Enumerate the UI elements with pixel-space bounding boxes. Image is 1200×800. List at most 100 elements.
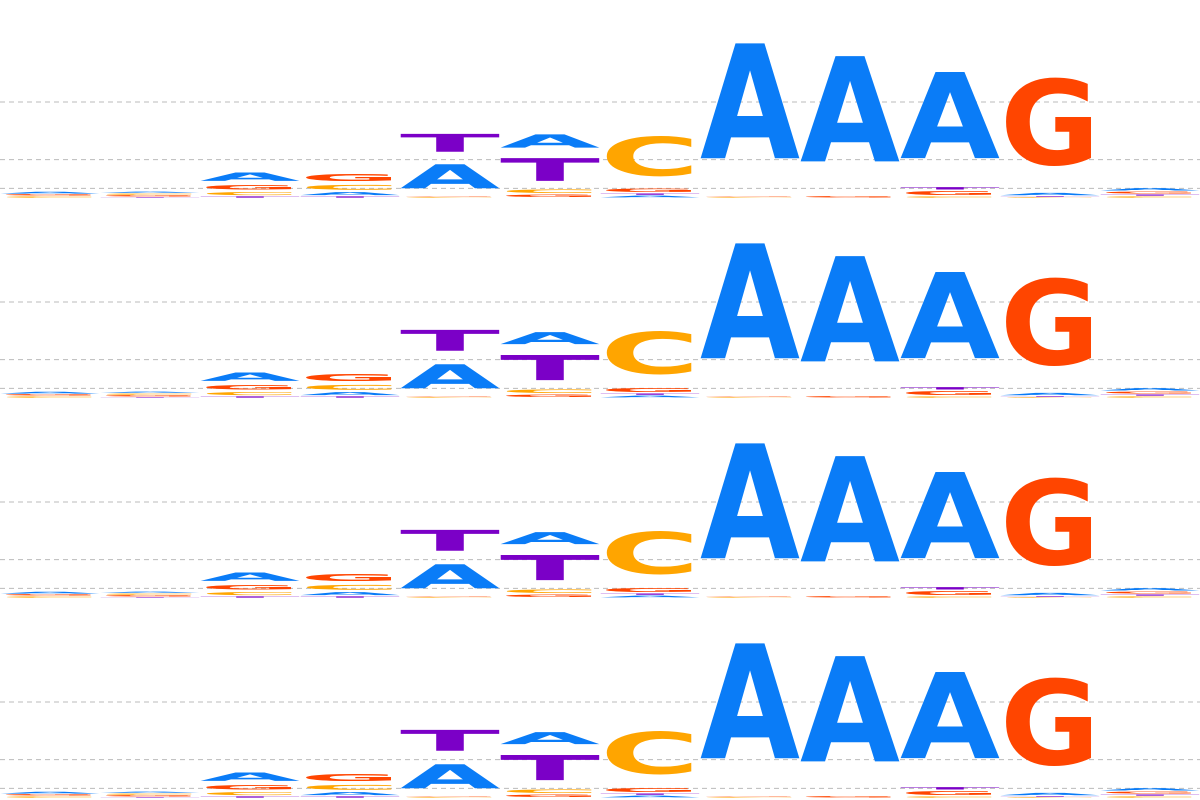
logo-letter-a: A [500,329,600,348]
logo-letter-a: A [200,170,300,183]
logo-letter-g: G [800,796,900,798]
logo-letter-c: C [500,588,600,594]
logo-letter-c: C [300,184,400,192]
logo-letter-a: A [700,12,800,196]
logo-letter-a: A [200,570,300,583]
logo-letter-g: G [500,394,600,398]
logo-letter-c: C [0,596,100,598]
logo-letter-a: A [400,158,500,196]
logo-letter-a: A [600,195,700,198]
logo-letter-t: T [400,324,500,357]
logo-letter-g: G [100,395,200,397]
logo-letter-a: A [500,131,600,152]
logo-letter-c: C [1100,596,1200,598]
logo-letter-t: T [500,348,600,388]
logo-letter-t: T [900,587,1000,591]
logo-letter-c: C [0,796,100,798]
logo-letter-g: G [800,196,900,198]
logo-letter-g: G [1000,657,1100,793]
logo-letter-a: A [700,612,800,796]
logo-letter-t: T [100,797,200,798]
logo-letter-t: T [900,787,1000,791]
logo-4: CGATGCATCGATACGCGATGCTAATGCCGAGACGTACTAG… [0,612,1200,798]
logo-letter-t: T [200,796,300,798]
logo-letter-g: G [200,384,300,392]
logo-letter-g: G [800,596,900,598]
logo-letter-g: G [700,796,800,797]
logo-letter-t: T [200,396,300,398]
logo-letter-c: C [400,197,500,198]
logo-letter-a: A [1100,787,1200,791]
logo-letter-c: C [1000,797,1100,798]
logo-letter-g: G [600,588,700,594]
logo-letter-c: C [200,191,300,196]
logo-letter-c: C [900,196,1000,198]
logo-letter-g: G [900,790,1000,796]
logo-letter-a: A [700,212,800,396]
logo-letter-c: C [100,793,200,795]
logo-letter-g: G [600,388,700,394]
logo-letter-c: C [600,720,700,787]
logo-letter-a: A [100,391,200,393]
logo-letter-g: G [300,772,400,783]
logo-letter-t: T [400,129,500,158]
logo-letter-t: T [300,196,400,198]
logo-letter-g: G [500,794,600,798]
logo-letter-a: A [800,629,900,797]
logo-letter-g: G [200,584,300,592]
logo-letter-t: T [500,152,600,188]
logo-letter-t: T [100,197,200,198]
logo-letter-c: C [300,584,400,592]
logo-letter-g: G [100,595,200,597]
logo-letter-a: A [400,758,500,796]
logo-letter-t: T [600,393,700,395]
logo-letter-a: A [500,729,600,748]
logo-letter-a: A [300,591,400,596]
logo-letter-g: G [400,196,500,197]
logo-letter-g: G [100,795,200,797]
logo-letter-c: C [400,397,500,398]
logo-letter-a: A [500,529,600,548]
logo-letter-g: G [1100,591,1200,594]
logo-letter-g: G [700,596,800,597]
logo-letter-c: C [200,591,300,596]
logo-letter-c: C [400,597,500,598]
logo-letter-t: T [1000,596,1100,597]
logo-letter-a: A [900,449,1000,586]
logo-letter-c: C [1000,397,1100,398]
logo-letter-g: G [700,396,800,397]
logo-letter-t: T [100,397,200,398]
logo-letter-t: T [1000,796,1100,797]
logo-letter-t: T [300,796,400,798]
logo-letter-c: C [900,396,1000,398]
logo-letter-g: G [0,194,100,196]
logo-letter-t: T [900,387,1000,391]
logo-letter-t: T [1100,594,1200,596]
logo-letter-t: T [1100,194,1200,196]
logo-letter-a: A [600,395,700,398]
logo-letter-g: G [300,172,400,183]
logo-letter-g: G [900,590,1000,596]
logo-letter-g: G [1000,257,1100,393]
logo-letter-a: A [800,229,900,397]
logo-letter-a: A [200,770,300,783]
logo-letter-t: T [500,548,600,588]
logo-letter-c: C [600,320,700,387]
logo-letter-t: T [1000,396,1100,397]
logo-letter-t: T [600,793,700,795]
logo-letter-a: A [1100,587,1200,591]
logo-letter-g: G [0,394,100,396]
logo-letter-t: T [400,524,500,557]
logo-letter-a: A [1000,792,1100,796]
logo-letter-t: T [600,593,700,595]
logo-3: CGATGCATCGATACGCGATGCTAATGCCGAGACGTACTAG… [0,412,1200,598]
logo-letter-g: G [0,594,100,596]
logo-letter-c: C [1000,197,1100,198]
logo-letter-t: T [100,597,200,598]
logo-letter-c: C [500,388,600,394]
logo-letter-c: C [500,188,600,194]
logo-letter-a: A [300,191,400,196]
logo-letter-c: C [100,593,200,595]
logo-letter-c: C [0,396,100,398]
